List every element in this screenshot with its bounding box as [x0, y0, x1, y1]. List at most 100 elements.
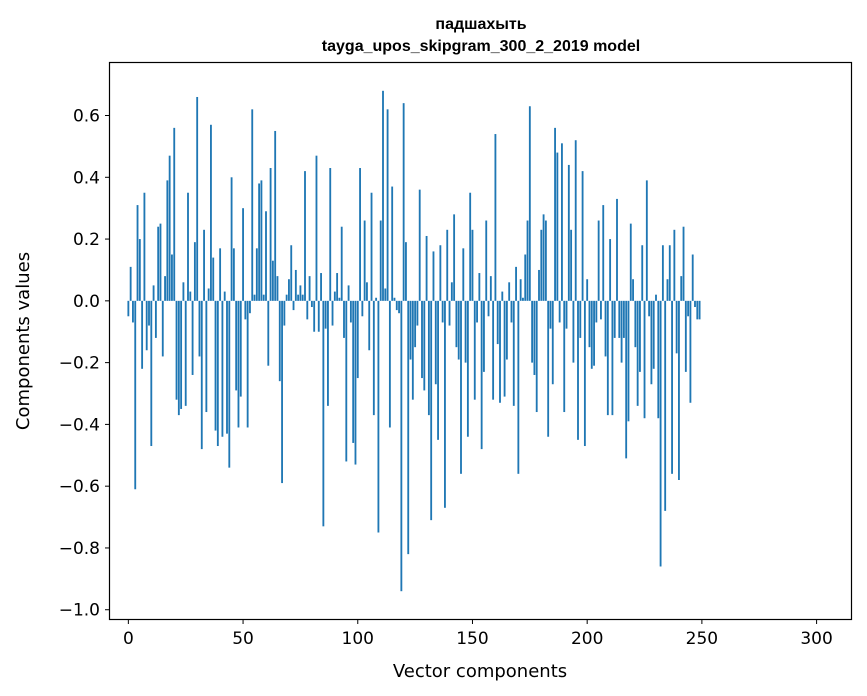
bar: [216, 300, 219, 447]
bar: [531, 300, 534, 363]
bar: [632, 279, 634, 301]
bar: [446, 229, 449, 301]
x-tick-label: 0: [123, 629, 134, 649]
bar: [301, 294, 304, 301]
bar: [680, 276, 683, 301]
bar: [522, 297, 524, 301]
y-axis-label: Components values: [13, 252, 34, 430]
bar: [616, 198, 618, 301]
bar: [278, 300, 281, 382]
x-tick-label: 150: [456, 629, 488, 649]
bar: [354, 300, 357, 465]
bar: [214, 300, 217, 431]
bar: [269, 168, 272, 301]
bar: [161, 300, 164, 357]
bar: [386, 109, 389, 301]
bar: [400, 300, 403, 592]
bar: [200, 300, 203, 450]
bar: [625, 300, 628, 459]
chart-title-line1: падшахыть: [435, 16, 526, 33]
bar: [661, 245, 664, 301]
bar: [382, 90, 384, 301]
bar: [377, 300, 380, 533]
bar: [675, 300, 678, 354]
bar: [439, 245, 442, 301]
bar: [515, 266, 517, 301]
bar: [370, 192, 373, 301]
bar: [196, 96, 199, 301]
bar: [595, 300, 598, 323]
bar: [207, 288, 210, 301]
bar: [251, 109, 254, 301]
bar: [283, 300, 286, 326]
bar: [593, 300, 595, 366]
bar: [372, 300, 375, 416]
bar: [464, 300, 467, 363]
bar: [606, 300, 609, 416]
bar: [138, 239, 141, 301]
bar: [308, 276, 311, 301]
bar: [455, 300, 458, 348]
bar: [476, 300, 478, 323]
bar: [547, 300, 550, 437]
bar: [503, 300, 506, 397]
bar: [425, 235, 428, 301]
bar: [657, 300, 660, 419]
bar: [191, 300, 194, 375]
bar: [345, 300, 348, 462]
bar: [678, 300, 680, 480]
bar: [136, 205, 139, 301]
bar: [611, 300, 614, 416]
bar: [414, 300, 417, 348]
bar: [558, 300, 561, 323]
bar: [230, 177, 233, 301]
bar: [618, 300, 621, 338]
bar: [471, 229, 474, 301]
bar: [368, 300, 371, 351]
bar: [313, 300, 316, 332]
bar: [494, 134, 497, 301]
bar: [281, 300, 283, 484]
bar: [322, 300, 325, 527]
bar: [352, 300, 355, 443]
bar: [292, 300, 295, 311]
bar: [228, 300, 231, 468]
bar: [356, 300, 359, 379]
bar: [668, 245, 671, 301]
bar: [375, 297, 378, 301]
bar: [485, 220, 488, 301]
y-tick-label: −0.4: [59, 415, 100, 435]
bar: [450, 282, 453, 301]
bar: [338, 297, 341, 301]
bar: [480, 300, 483, 450]
bar: [127, 300, 130, 317]
bar: [173, 127, 176, 301]
bar: [579, 300, 582, 338]
bar: [276, 276, 279, 301]
bar: [166, 180, 169, 301]
bar: [489, 276, 492, 301]
bar: [563, 300, 566, 413]
bar: [226, 300, 228, 434]
bar: [574, 140, 577, 301]
bar: [244, 300, 247, 320]
bar: [421, 300, 423, 379]
bar: [187, 192, 189, 301]
bar: [659, 300, 662, 567]
bar: [604, 300, 607, 357]
bar: [171, 254, 173, 301]
bar: [492, 300, 495, 400]
bar: [143, 192, 146, 301]
bar: [260, 180, 263, 301]
bar: [315, 155, 318, 301]
bar: [609, 239, 612, 301]
bar: [556, 152, 559, 301]
bar: [239, 300, 242, 397]
bars-group: [127, 90, 701, 592]
bar: [232, 248, 235, 301]
bar: [457, 300, 460, 360]
bar: [462, 248, 465, 301]
bar: [554, 127, 556, 301]
bar: [627, 300, 630, 422]
